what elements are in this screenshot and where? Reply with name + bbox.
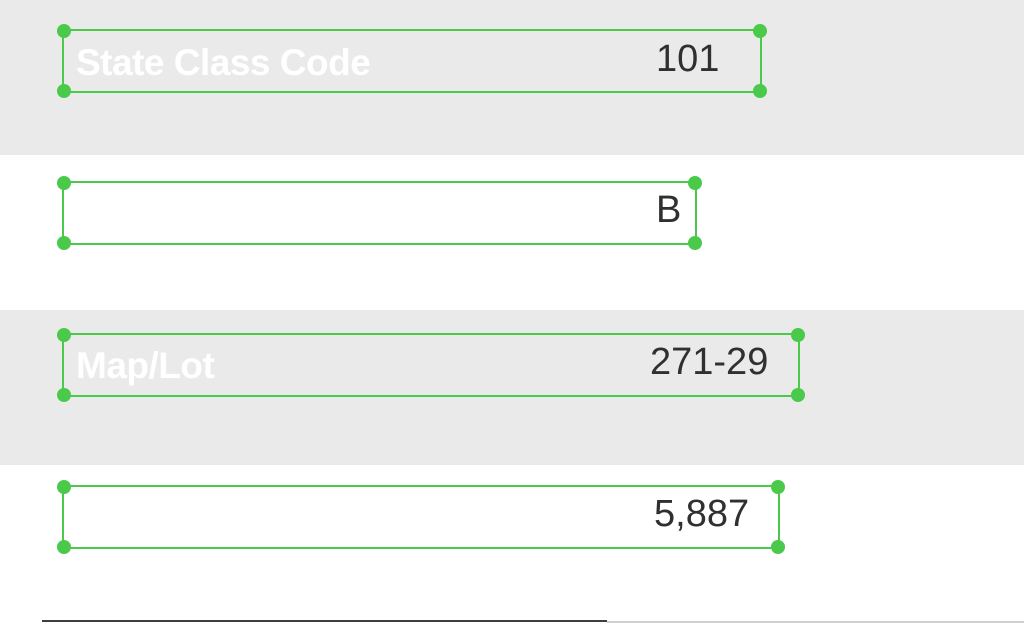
resize-handle[interactable] [57, 480, 71, 494]
resize-handle[interactable] [57, 84, 71, 98]
resize-handle[interactable] [57, 540, 71, 554]
selection-box-2[interactable] [62, 181, 697, 245]
resize-handle[interactable] [688, 236, 702, 250]
resize-handle[interactable] [57, 328, 71, 342]
property-details-panel: State Class Code 101 Zoning (Unofficial)… [0, 0, 1024, 638]
selection-box-4[interactable] [62, 485, 780, 549]
resize-handle[interactable] [688, 176, 702, 190]
selection-box-1[interactable] [62, 29, 762, 93]
resize-handle[interactable] [57, 388, 71, 402]
resize-handle[interactable] [57, 176, 71, 190]
resize-handle[interactable] [57, 24, 71, 38]
resize-handle[interactable] [771, 480, 785, 494]
resize-handle[interactable] [791, 388, 805, 402]
resize-handle[interactable] [771, 540, 785, 554]
resize-handle[interactable] [791, 328, 805, 342]
selection-box-3[interactable] [62, 333, 800, 397]
resize-handle[interactable] [753, 84, 767, 98]
resize-handle[interactable] [57, 236, 71, 250]
bottom-divider [607, 621, 1024, 623]
resize-handle[interactable] [753, 24, 767, 38]
